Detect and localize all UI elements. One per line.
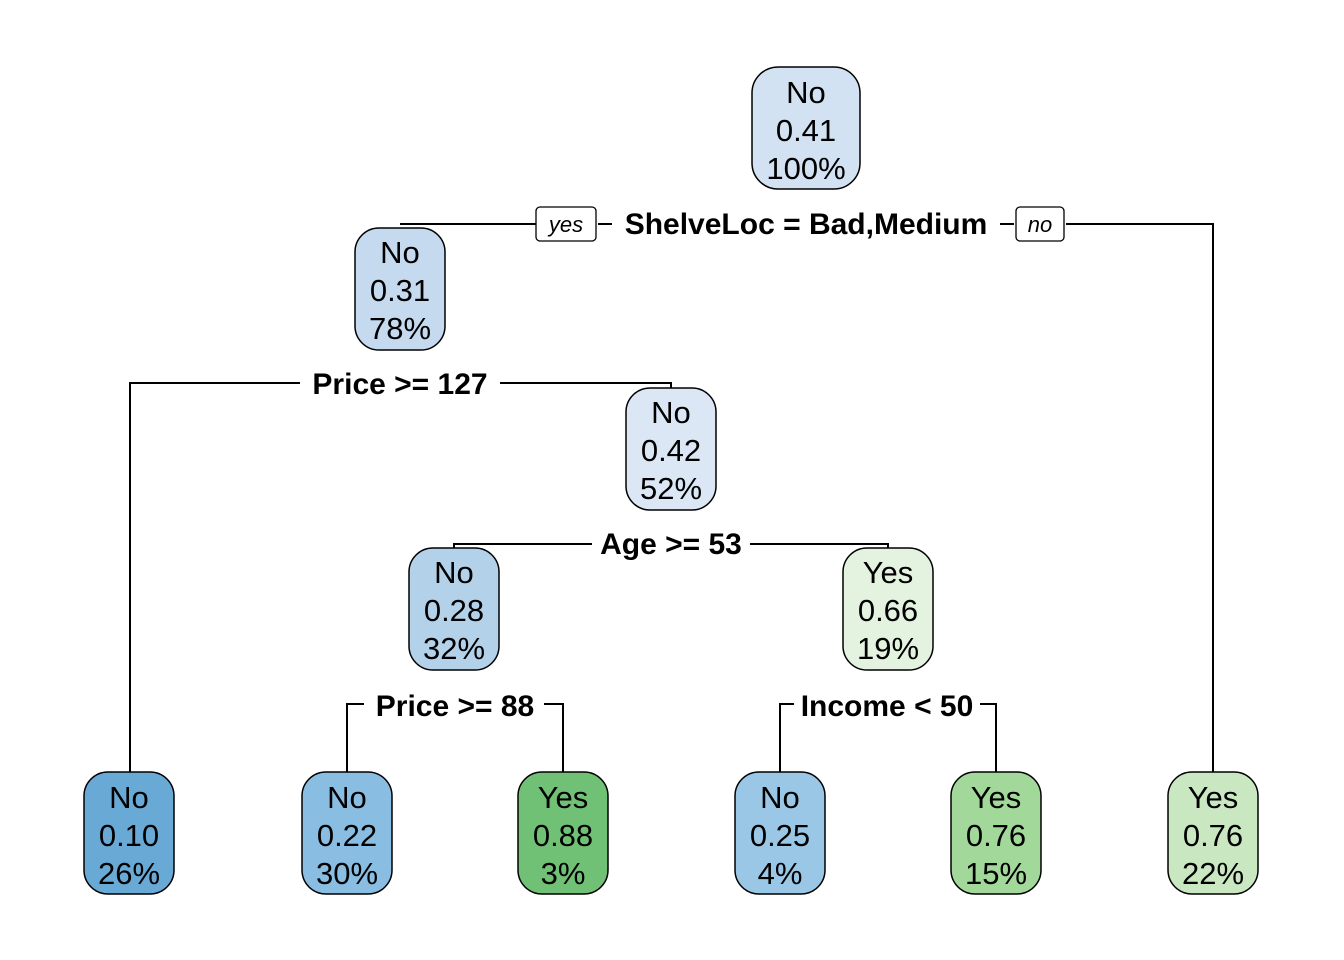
split-label-shelveloc: ShelveLoc = Bad,Medium	[625, 208, 988, 241]
split-label-price127: Price >= 127	[302, 366, 498, 401]
svg-text:Price >= 88: Price >= 88	[376, 690, 534, 723]
svg-text:78%: 78%	[369, 311, 431, 346]
svg-text:52%: 52%	[640, 471, 702, 506]
svg-text:0.76: 0.76	[966, 818, 1026, 853]
svg-text:3%: 3%	[541, 856, 586, 891]
edge-root-right	[1000, 223, 1214, 772]
leaf-shelveloc-no: Yes 0.76 22%	[1167, 771, 1259, 895]
svg-text:15%: 15%	[965, 856, 1027, 891]
svg-text:Price >= 127: Price >= 127	[312, 368, 487, 401]
split-label-age53: Age >= 53	[594, 527, 748, 561]
svg-text:30%: 30%	[316, 856, 378, 891]
edge-price88	[346, 703, 564, 772]
node-age53-no: Yes 0.66 19%	[842, 547, 934, 671]
svg-text:4%: 4%	[758, 856, 803, 891]
leaf-price127-yes: No 0.10 26%	[83, 771, 175, 895]
svg-text:0.41: 0.41	[776, 113, 836, 148]
svg-text:0.66: 0.66	[858, 593, 918, 628]
svg-text:26%: 26%	[98, 856, 160, 891]
node-price127-no: No 0.42 52%	[625, 387, 717, 511]
svg-text:No: No	[109, 780, 149, 815]
svg-text:0.31: 0.31	[370, 273, 430, 308]
svg-text:No: No	[760, 780, 800, 815]
svg-text:32%: 32%	[423, 631, 485, 666]
svg-text:0.42: 0.42	[641, 433, 701, 468]
svg-text:22%: 22%	[1182, 856, 1244, 891]
svg-text:0.76: 0.76	[1183, 818, 1243, 853]
leaf-price88-no: Yes 0.88 3%	[517, 771, 609, 895]
svg-text:No: No	[380, 235, 420, 270]
svg-text:0.28: 0.28	[424, 593, 484, 628]
svg-text:No: No	[434, 555, 474, 590]
svg-text:19%: 19%	[857, 631, 919, 666]
svg-text:Age >= 53: Age >= 53	[600, 528, 742, 561]
leaf-income50-no: Yes 0.76 15%	[950, 771, 1042, 895]
svg-text:Yes: Yes	[863, 555, 914, 590]
leaf-price88-yes: No 0.22 30%	[301, 771, 393, 895]
svg-text:Yes: Yes	[971, 780, 1022, 815]
svg-text:0.10: 0.10	[99, 818, 159, 853]
svg-text:0.25: 0.25	[750, 818, 810, 853]
branch-yes-label: yes	[535, 206, 597, 242]
node-shelveloc-yes: No 0.31 78%	[354, 227, 446, 351]
svg-text:no: no	[1028, 212, 1052, 237]
branch-no-label: no	[1015, 206, 1065, 242]
svg-text:No: No	[651, 395, 691, 430]
svg-text:0.88: 0.88	[533, 818, 593, 853]
edge-age53	[453, 543, 889, 548]
svg-text:100%: 100%	[766, 151, 845, 186]
edge-income50	[779, 703, 997, 772]
leaf-income50-yes: No 0.25 4%	[734, 771, 826, 895]
split-label-income50: Income < 50	[796, 688, 978, 723]
svg-text:Income < 50: Income < 50	[801, 690, 974, 723]
tree-edges	[129, 223, 1214, 772]
svg-text:No: No	[327, 780, 367, 815]
split-label-price88: Price >= 88	[366, 688, 542, 723]
node-age53-yes: No 0.28 32%	[408, 547, 500, 671]
svg-text:Yes: Yes	[1188, 780, 1239, 815]
svg-text:No: No	[786, 75, 826, 110]
edge-price127	[129, 382, 672, 772]
node-root: No 0.41 100%	[751, 66, 861, 190]
svg-text:yes: yes	[547, 212, 583, 237]
svg-text:Yes: Yes	[538, 780, 589, 815]
svg-text:0.22: 0.22	[317, 818, 377, 853]
svg-text:ShelveLoc = Bad,Medium: ShelveLoc = Bad,Medium	[625, 208, 988, 241]
